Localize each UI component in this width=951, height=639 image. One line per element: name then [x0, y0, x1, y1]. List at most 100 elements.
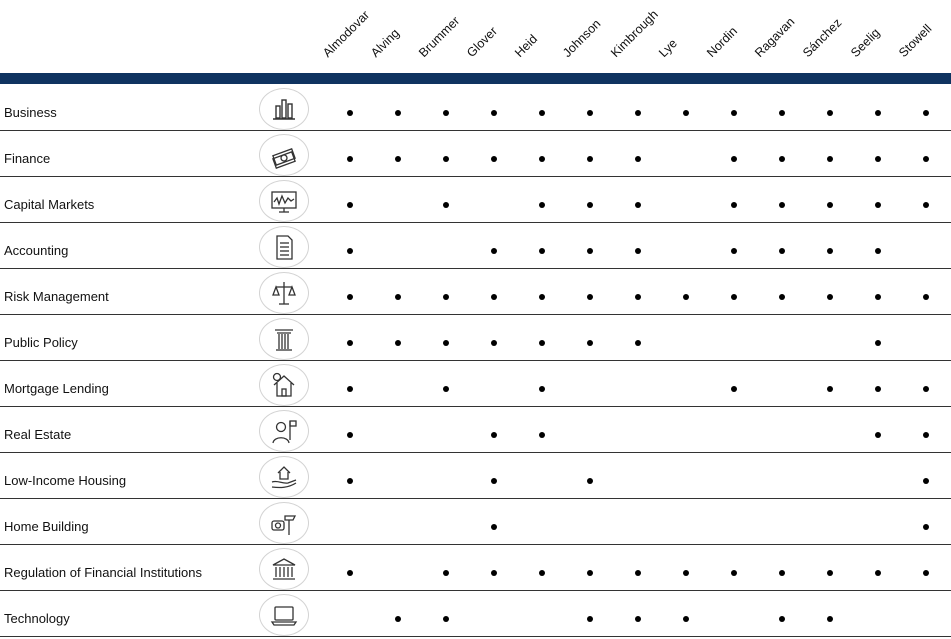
column-label: Heid: [512, 31, 541, 60]
membership-dot: [827, 616, 833, 622]
column-label: Stowell: [896, 21, 935, 60]
matrix-row: Public Policy: [0, 315, 951, 361]
membership-dot: [443, 202, 449, 208]
membership-dot: [683, 616, 689, 622]
row-label: Regulation of Financial Institutions: [4, 565, 203, 580]
membership-dot: [827, 386, 833, 392]
membership-dot: [923, 202, 929, 208]
membership-dot: [731, 110, 737, 116]
matrix-row: Home Building: [0, 499, 951, 545]
row-label: Risk Management: [4, 289, 109, 304]
membership-dot: [875, 294, 881, 300]
membership-dot: [875, 202, 881, 208]
membership-dot: [347, 202, 353, 208]
matrix-row: Capital Markets: [0, 177, 951, 223]
bank-icon: [259, 548, 309, 590]
membership-dot: [347, 478, 353, 484]
matrix-row: Risk Management: [0, 269, 951, 315]
matrix-row: Business: [0, 85, 951, 131]
membership-dot: [491, 432, 497, 438]
row-label: Mortgage Lending: [4, 381, 109, 396]
row-label: Accounting: [4, 243, 69, 258]
membership-dot: [875, 156, 881, 162]
matrix-row: Technology: [0, 591, 951, 637]
row-label: Technology: [4, 611, 70, 626]
membership-dot: [539, 570, 545, 576]
bar-chart-icon: [259, 88, 309, 130]
membership-dot: [731, 570, 737, 576]
row-label: Business: [4, 105, 57, 120]
membership-dot: [347, 110, 353, 116]
membership-dot: [587, 202, 593, 208]
membership-dot: [539, 156, 545, 162]
membership-dot: [587, 110, 593, 116]
membership-dot: [491, 294, 497, 300]
membership-dot: [539, 294, 545, 300]
membership-dot: [635, 156, 641, 162]
membership-dot: [587, 248, 593, 254]
membership-dot: [347, 248, 353, 254]
column-label: Lye: [656, 36, 680, 60]
membership-dot: [875, 432, 881, 438]
membership-dot: [731, 156, 737, 162]
membership-dot: [587, 616, 593, 622]
column-label: Glover: [464, 24, 501, 60]
membership-dot: [779, 570, 785, 576]
membership-dot: [635, 570, 641, 576]
membership-dot: [587, 478, 593, 484]
membership-dot: [731, 294, 737, 300]
money-stack-icon: [259, 134, 309, 176]
membership-dot: [779, 248, 785, 254]
laptop-icon: [259, 594, 309, 636]
membership-dot: [923, 524, 929, 530]
membership-dot: [827, 248, 833, 254]
membership-dot: [635, 248, 641, 254]
membership-dot: [683, 294, 689, 300]
dollar-house-icon: [259, 364, 309, 406]
column-label: Alving: [368, 26, 403, 61]
expertise-matrix: Business Finance Capital Markets Accounting…: [0, 85, 951, 637]
membership-dot: [395, 156, 401, 162]
membership-dot: [443, 340, 449, 346]
membership-dot: [731, 386, 737, 392]
membership-dot: [539, 110, 545, 116]
column-label: Almodovar: [320, 7, 373, 60]
row-label: Real Estate: [4, 427, 72, 442]
membership-dot: [923, 294, 929, 300]
membership-dot: [875, 110, 881, 116]
membership-dot: [923, 156, 929, 162]
matrix-row: Regulation of Financial Institutions: [0, 545, 951, 591]
membership-dot: [491, 478, 497, 484]
column-label: Nordin: [704, 24, 741, 60]
membership-dot: [635, 110, 641, 116]
membership-dot: [491, 524, 497, 530]
membership-dot: [587, 156, 593, 162]
membership-dot: [731, 248, 737, 254]
membership-dot: [443, 616, 449, 622]
row-label: Finance: [4, 151, 51, 166]
membership-dot: [587, 340, 593, 346]
row-label: Public Policy: [4, 335, 78, 350]
document-icon: [259, 226, 309, 268]
membership-dot: [827, 110, 833, 116]
column-label: Brummer: [416, 13, 463, 60]
membership-dot: [635, 202, 641, 208]
stock-monitor-icon: [259, 180, 309, 222]
membership-dot: [539, 340, 545, 346]
column-label: Seelig: [848, 25, 883, 61]
membership-dot: [587, 570, 593, 576]
membership-dot: [491, 570, 497, 576]
row-label: Low-Income Housing: [4, 473, 127, 488]
membership-dot: [875, 386, 881, 392]
matrix-row: Mortgage Lending: [0, 361, 951, 407]
membership-dot: [779, 294, 785, 300]
membership-dot: [443, 156, 449, 162]
membership-dot: [683, 110, 689, 116]
membership-dot: [635, 294, 641, 300]
column-icon: [259, 318, 309, 360]
membership-dot: [779, 616, 785, 622]
membership-dot: [827, 294, 833, 300]
membership-dot: [539, 386, 545, 392]
membership-dot: [347, 432, 353, 438]
membership-dot: [395, 294, 401, 300]
